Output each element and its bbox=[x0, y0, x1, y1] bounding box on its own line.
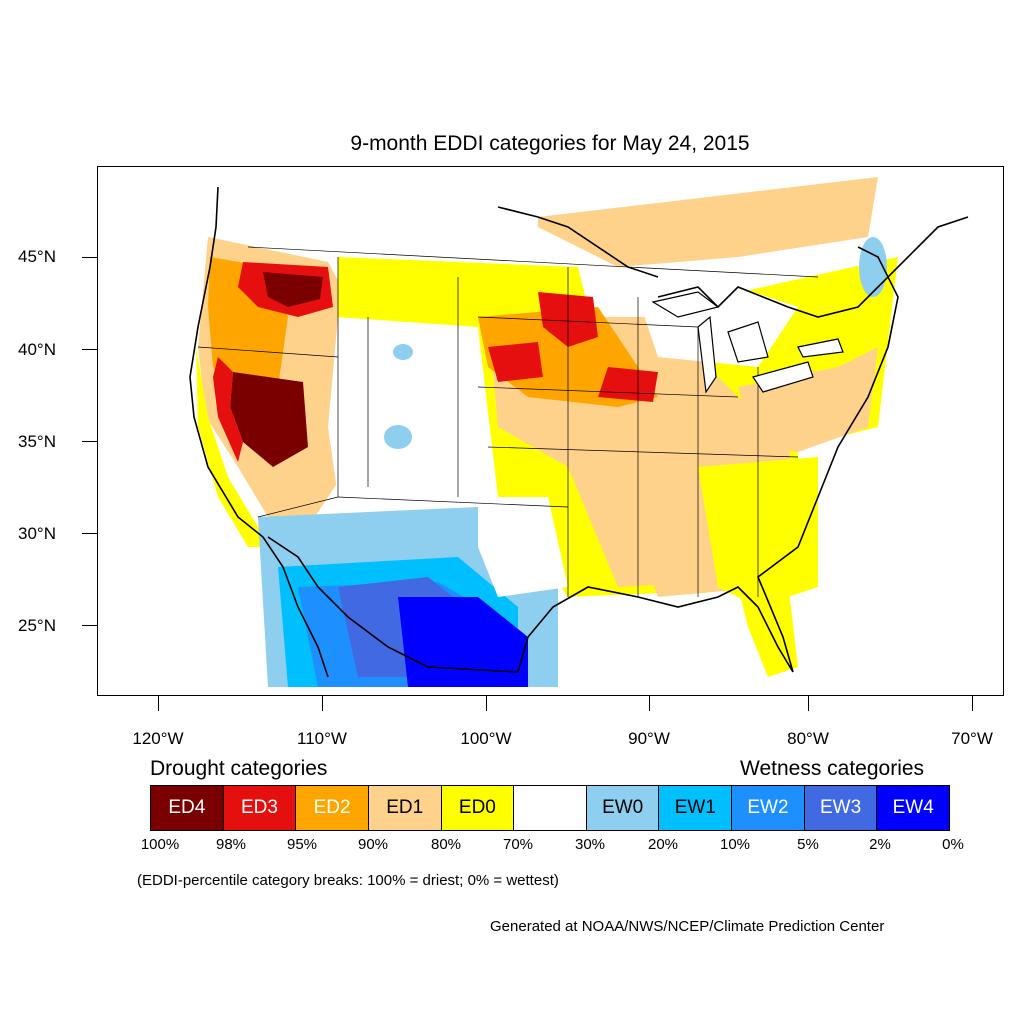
lat-tick bbox=[82, 257, 97, 258]
pct-20: 20% bbox=[647, 836, 679, 853]
legend-label: ED2 bbox=[313, 797, 351, 818]
lon-tick bbox=[322, 696, 323, 711]
pct-80: 80% bbox=[430, 836, 462, 853]
lat-tick bbox=[82, 625, 97, 626]
pct-98: 98% bbox=[215, 836, 247, 853]
legend-label: ED4 bbox=[168, 797, 206, 818]
wetness-heading: Wetness categories bbox=[740, 757, 925, 780]
northeast-ed1 bbox=[738, 347, 878, 452]
legend-cell-ew2: EW2 bbox=[732, 786, 805, 830]
pct-30: 30% bbox=[574, 836, 606, 853]
legend-cell-ew1: EW1 bbox=[659, 786, 733, 830]
legend-cell-ew0: EW0 bbox=[586, 786, 660, 830]
legend-cell-ed4: ED4 bbox=[151, 786, 224, 830]
texas-white bbox=[478, 497, 568, 597]
state-borders bbox=[197, 246, 819, 597]
legend-cell-ew3: EW3 bbox=[804, 786, 878, 830]
lon-tick bbox=[972, 696, 973, 711]
lat-label-35: 35°N bbox=[18, 432, 56, 451]
great-basin-ed4 bbox=[230, 372, 308, 467]
great-basin-ed3 bbox=[213, 357, 243, 462]
legend-label: ED0 bbox=[458, 797, 496, 818]
pct-5: 5% bbox=[797, 836, 819, 853]
lat-label-25: 25°N bbox=[18, 616, 56, 635]
pct-90: 90% bbox=[357, 836, 389, 853]
lon-label-90w: 90°W bbox=[628, 729, 670, 748]
breaks-note: (EDDI-percentile category breaks: 100% =… bbox=[137, 872, 559, 889]
lat-tick bbox=[82, 441, 97, 442]
mexico-ew4 bbox=[398, 597, 528, 687]
pct-100: 100% bbox=[140, 836, 180, 853]
lon-tick bbox=[486, 696, 487, 711]
pct-70: 70% bbox=[502, 836, 534, 853]
legend-label: EW0 bbox=[602, 797, 644, 818]
legend-cell-ed0: ED0 bbox=[441, 786, 515, 830]
legend-label: EW4 bbox=[892, 797, 934, 818]
pnw-ed4 bbox=[263, 272, 323, 307]
lon-label-110w: 110°W bbox=[297, 729, 347, 748]
map-title: 9-month EDDI categories for May 24, 2015 bbox=[350, 132, 750, 155]
eddi-map bbox=[189, 177, 969, 687]
legend-cell-ew4: EW4 bbox=[877, 786, 950, 830]
florida-yellow bbox=[738, 582, 798, 677]
legend-cell-ed1: ED1 bbox=[368, 786, 442, 830]
maine-ew0 bbox=[859, 237, 887, 297]
west-yellow-coast bbox=[196, 347, 278, 547]
lon-label-120w: 120°W bbox=[132, 729, 184, 748]
lat-label-30: 30°N bbox=[18, 524, 56, 543]
coastlines bbox=[189, 186, 969, 678]
lon-label-100w: 100°W bbox=[460, 729, 512, 748]
legend-colorbar: ED4 ED3 ED2 ED1 ED0 EW0 EW1 EW2 EW3 EW4 bbox=[150, 785, 950, 831]
lat-label-40: 40°N bbox=[18, 340, 56, 359]
colorado-ew0 bbox=[384, 425, 412, 449]
lon-label-70w: 70°W bbox=[951, 729, 993, 748]
dakota-ed3 bbox=[488, 342, 543, 382]
lon-tick bbox=[158, 696, 159, 711]
conus-land bbox=[196, 177, 898, 687]
great-lakes bbox=[651, 291, 844, 394]
pct-10: 10% bbox=[719, 836, 751, 853]
lat-label-45: 45°N bbox=[18, 247, 56, 266]
legend-label: EW2 bbox=[747, 797, 789, 818]
canada-ed1 bbox=[538, 177, 878, 267]
legend-label: ED3 bbox=[240, 797, 278, 818]
wyoming-ew0 bbox=[393, 344, 413, 360]
legend-cell-ed2: ED2 bbox=[296, 786, 369, 830]
pct-2: 2% bbox=[869, 836, 891, 853]
legend-cell-neutral bbox=[514, 786, 587, 830]
lat-tick bbox=[82, 349, 97, 350]
lat-tick bbox=[82, 533, 97, 534]
legend-label: EW1 bbox=[674, 797, 716, 818]
map-panel bbox=[97, 166, 1004, 696]
iowa-ed3 bbox=[598, 367, 658, 402]
lon-tick bbox=[808, 696, 809, 711]
lon-label-80w: 80°W bbox=[787, 729, 829, 748]
credit-text: Generated at NOAA/NWS/NCEP/Climate Predi… bbox=[490, 918, 885, 935]
pct-0: 0% bbox=[942, 836, 964, 853]
legend-cell-ed3: ED3 bbox=[223, 786, 297, 830]
pct-95: 95% bbox=[286, 836, 318, 853]
legend-label: ED1 bbox=[386, 797, 424, 818]
drought-heading: Drought categories bbox=[150, 757, 328, 780]
legend-label: EW3 bbox=[819, 797, 862, 818]
lon-tick bbox=[649, 696, 650, 711]
